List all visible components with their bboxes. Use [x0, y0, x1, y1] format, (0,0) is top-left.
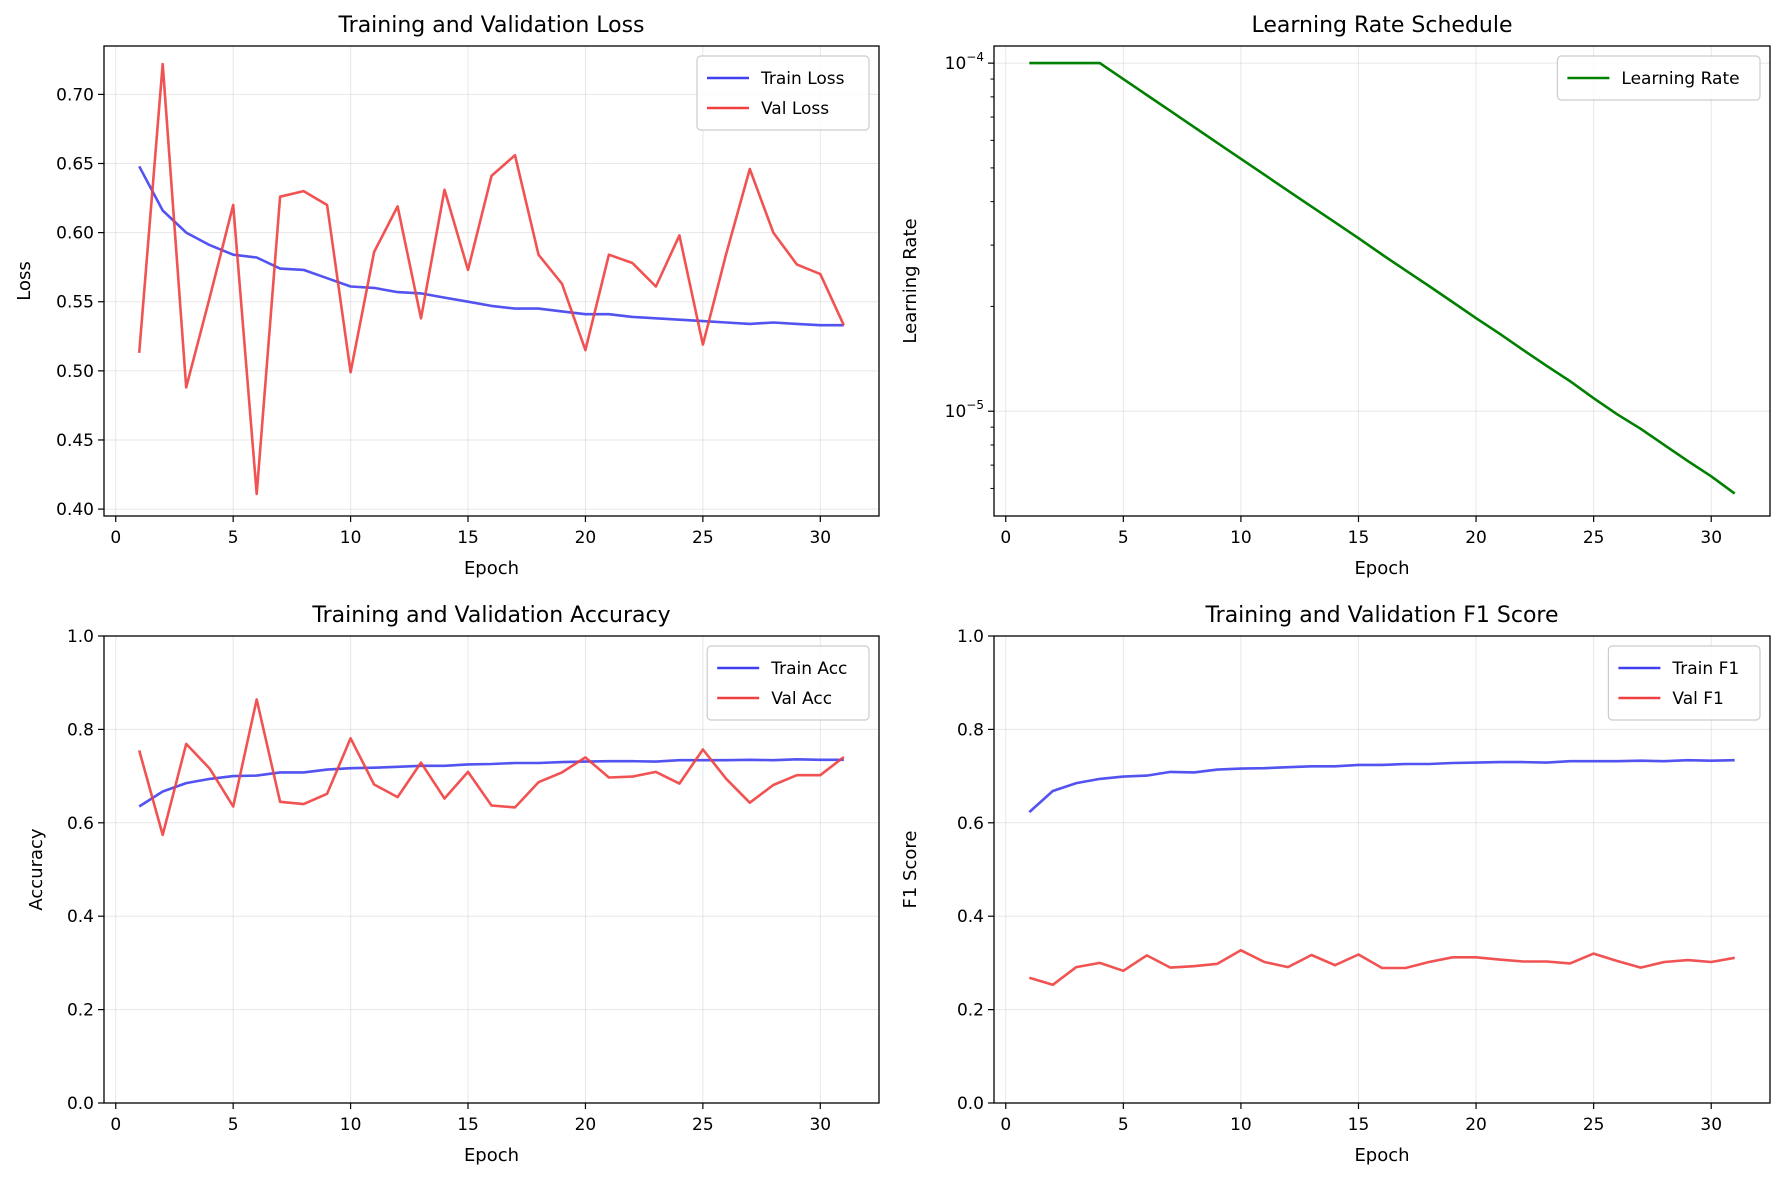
y-tick-label: 0.6 — [957, 814, 984, 834]
y-tick-label: 0.6 — [67, 814, 94, 834]
x-tick-label: 20 — [1465, 1115, 1487, 1135]
legend-box — [706, 645, 870, 721]
y-tick-label: 0.4 — [957, 907, 984, 927]
legend-label: Learning Rate — [1621, 69, 1739, 89]
series-line-train-f1 — [1028, 758, 1735, 814]
x-tick-label: 20 — [1465, 528, 1487, 548]
y-axis-label: Accuracy — [26, 828, 47, 911]
legend-box — [1556, 55, 1761, 101]
y-tick-label: 10−4 — [945, 50, 984, 74]
x-tick-label: 0 — [1000, 528, 1011, 548]
y-tick-label: 0.60 — [56, 224, 94, 244]
legend-label: Val Acc — [771, 689, 832, 709]
x-tick-label: 5 — [228, 1115, 239, 1135]
x-tick-label: 10 — [1230, 528, 1252, 548]
legend-label: Train Acc — [770, 659, 847, 679]
legend-box — [1607, 645, 1761, 721]
accuracy-chart: Training and Validation Accuracy Epoch A… — [26, 603, 880, 1166]
x-tick-label: 15 — [1348, 1115, 1370, 1135]
legend-label: Train Loss — [760, 69, 845, 89]
chart-title: Training and Validation Accuracy — [311, 603, 670, 628]
x-tick-label: 30 — [1700, 528, 1722, 548]
x-tick-label: 25 — [1583, 1115, 1605, 1135]
x-tick-label: 30 — [809, 528, 831, 548]
legend-label: Val F1 — [1672, 689, 1723, 709]
legend-label: Train F1 — [1671, 659, 1739, 679]
legend-label: Val Loss — [761, 99, 829, 119]
x-axis-label: Epoch — [464, 558, 519, 579]
chart-title: Training and Validation F1 Score — [1204, 603, 1558, 628]
y-tick-label: 0.4 — [67, 907, 94, 927]
ticks: 0 5 10 15 20 25 30 0.40 0.45 0.50 0.55 0.60 0.65 0.70 — [56, 85, 831, 548]
legend-box — [696, 55, 870, 131]
y-tick-label: 0.65 — [56, 155, 94, 175]
ticks: 0 5 10 15 20 25 30 0.0 0.2 0.4 0.6 0.8 1.0 — [957, 627, 1722, 1135]
y-axis-label: F1 Score — [900, 831, 921, 909]
y-tick-label: 0.8 — [957, 720, 984, 740]
x-tick-label: 30 — [809, 1115, 831, 1135]
legend: Train Acc Val Acc — [706, 645, 870, 721]
series-line-learning-rate — [1029, 61, 1736, 495]
x-tick-label: 10 — [340, 1115, 362, 1135]
x-tick-label: 30 — [1700, 1115, 1722, 1135]
chart-title: Learning Rate Schedule — [1251, 13, 1512, 38]
series-line-val-acc — [137, 698, 845, 837]
loss-chart: Training and Validation Loss Epoch Loss … — [14, 13, 880, 579]
x-axis-label: Epoch — [1354, 1145, 1409, 1166]
grid — [994, 46, 1770, 516]
x-tick-label: 15 — [457, 1115, 479, 1135]
y-tick-label: 0.50 — [56, 362, 94, 382]
x-axis-label: Epoch — [464, 1145, 519, 1166]
x-tick-label: 5 — [228, 528, 239, 548]
chart-title: Training and Validation Loss — [337, 13, 644, 38]
y-tick-label: 0.2 — [957, 1001, 984, 1021]
y-tick-label: 0.2 — [67, 1001, 94, 1021]
y-tick-label: 0.8 — [67, 720, 94, 740]
ticks: 0 5 10 15 20 25 30 10−5 10−4 — [945, 50, 1722, 548]
x-tick-label: 0 — [1000, 1115, 1011, 1135]
y-axis-label: Loss — [14, 261, 35, 300]
y-tick-label: 1.0 — [957, 627, 984, 647]
x-tick-label: 0 — [110, 528, 121, 548]
x-tick-label: 20 — [575, 1115, 597, 1135]
x-tick-label: 10 — [340, 528, 362, 548]
f1-score-chart: Training and Validation F1 Score Epoch F… — [900, 603, 1771, 1166]
series-line-train-acc — [138, 757, 844, 808]
axes-frame — [103, 635, 880, 1104]
axes-frame — [993, 45, 1771, 517]
y-tick-label: 0.0 — [957, 1094, 984, 1114]
x-tick-label: 10 — [1230, 1115, 1252, 1135]
series-line-val-f1 — [1028, 948, 1735, 987]
x-tick-label: 5 — [1118, 1115, 1129, 1135]
x-tick-label: 15 — [457, 528, 479, 548]
y-tick-label: 0.0 — [67, 1094, 94, 1114]
y-tick-label: 0.55 — [56, 293, 94, 313]
x-tick-label: 5 — [1118, 528, 1129, 548]
ticks: 0 5 10 15 20 25 30 0.0 0.2 0.4 0.6 0.8 1.0 — [67, 627, 831, 1135]
series-line-train-loss — [138, 165, 844, 327]
x-tick-label: 0 — [110, 1115, 121, 1135]
series-line-val-loss — [137, 62, 845, 496]
y-axis-label: Learning Rate — [900, 218, 921, 343]
y-tick-label: 10−5 — [945, 398, 984, 422]
grid — [994, 635, 1770, 1104]
y-tick-label: 0.40 — [56, 500, 94, 520]
learning-rate-chart: Learning Rate Schedule Epoch Learning Ra… — [900, 13, 1771, 579]
y-tick-label: 1.0 — [67, 627, 94, 647]
legend: Train F1 Val F1 — [1607, 645, 1761, 721]
axes-frame — [993, 635, 1771, 1104]
x-axis-label: Epoch — [1354, 558, 1409, 579]
legend: Learning Rate — [1556, 55, 1761, 101]
x-tick-label: 25 — [692, 1115, 714, 1135]
x-tick-label: 25 — [1583, 528, 1605, 548]
x-tick-label: 25 — [692, 528, 714, 548]
x-tick-label: 20 — [575, 528, 597, 548]
x-tick-label: 15 — [1348, 528, 1370, 548]
axes-frame — [103, 45, 880, 517]
y-tick-label: 0.70 — [56, 85, 94, 105]
y-tick-label: 0.45 — [56, 431, 94, 451]
legend: Train Loss Val Loss — [696, 55, 870, 131]
